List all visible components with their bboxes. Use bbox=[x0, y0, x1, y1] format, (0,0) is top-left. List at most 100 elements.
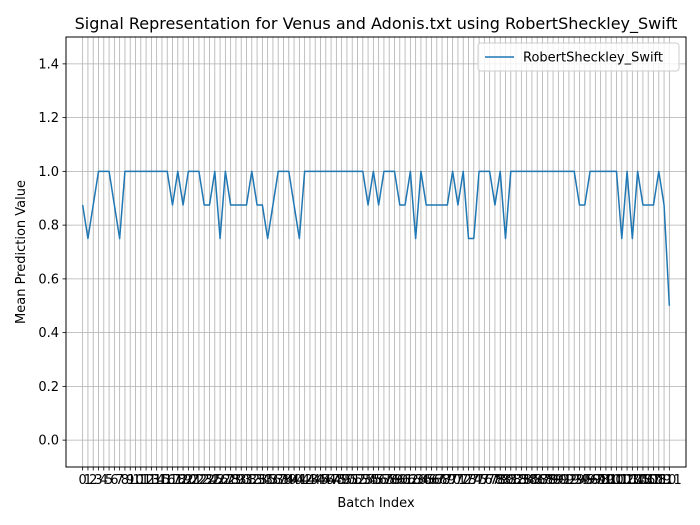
x-tick-label: 97 bbox=[587, 473, 604, 488]
y-tick-label: 0.4 bbox=[38, 326, 59, 341]
x-tick-label: 0 bbox=[79, 473, 87, 488]
x-tick-label: 93 bbox=[566, 473, 583, 488]
x-tick-label: 74 bbox=[466, 473, 483, 488]
x-tick-label: 73 bbox=[460, 473, 477, 488]
x-tick-label: 87 bbox=[534, 473, 551, 488]
x-tick-label: 6 bbox=[110, 473, 118, 488]
x-tick-label: 47 bbox=[323, 473, 340, 488]
x-tick-label: 99 bbox=[598, 473, 615, 488]
x-tick-label: 111 bbox=[657, 473, 682, 488]
x-tick-label: 110 bbox=[652, 473, 677, 488]
x-tick-label: 60 bbox=[392, 473, 409, 488]
legend: RobertSheckley_Swift bbox=[477, 42, 680, 72]
y-tick-label: 1.0 bbox=[38, 165, 59, 180]
x-tick-label: 109 bbox=[646, 473, 671, 488]
y-tick-label: 0.8 bbox=[38, 219, 59, 234]
x-tick-label: 13 bbox=[143, 473, 160, 488]
x-tick-label: 48 bbox=[328, 473, 345, 488]
x-tick-label: 28 bbox=[222, 473, 239, 488]
x-tick-label: 52 bbox=[349, 473, 366, 488]
x-tick-label: 41 bbox=[291, 473, 308, 488]
x-tick-label: 34 bbox=[254, 473, 271, 488]
x-tick-label: 102 bbox=[609, 473, 634, 488]
x-tick-label: 56 bbox=[370, 473, 387, 488]
y-tick-label: 1.2 bbox=[38, 111, 59, 126]
x-tick-label: 103 bbox=[615, 473, 640, 488]
series-line bbox=[81, 170, 671, 306]
x-tick-label: 11 bbox=[133, 473, 150, 488]
x-tick-label: 59 bbox=[386, 473, 403, 488]
x-tick-label: 79 bbox=[492, 473, 509, 488]
x-tick-label: 98 bbox=[592, 473, 609, 488]
legend-box bbox=[477, 42, 680, 72]
x-tick-label: 44 bbox=[307, 473, 324, 488]
x-tick-label: 25 bbox=[207, 473, 224, 488]
x-tick-label: 100 bbox=[599, 473, 624, 488]
x-tick-label: 76 bbox=[476, 473, 493, 488]
x-tick-label: 96 bbox=[582, 473, 599, 488]
y-axis-ticks: 0.0 0.2 0.4 0.6 0.8 1.0 1.2 1.4 bbox=[38, 57, 66, 449]
x-tick-label: 22 bbox=[191, 473, 208, 488]
x-tick-label: 39 bbox=[281, 473, 298, 488]
x-tick-label: 18 bbox=[170, 473, 187, 488]
x-tick-label: 65 bbox=[418, 473, 435, 488]
x-tick-label: 12 bbox=[138, 473, 155, 488]
x-tick-label: 35 bbox=[259, 473, 276, 488]
x-tick-label: 5 bbox=[105, 473, 113, 488]
x-tick-label: 9 bbox=[126, 473, 134, 488]
x-tick-label: 71 bbox=[450, 473, 467, 488]
x-tick-label: 53 bbox=[355, 473, 372, 488]
x-tick-label: 32 bbox=[244, 473, 261, 488]
x-tick-label: 84 bbox=[518, 473, 535, 488]
x-tick-label: 58 bbox=[381, 473, 398, 488]
chart-title: Signal Representation for Venus and Adon… bbox=[75, 14, 678, 34]
x-tick-label: 7 bbox=[116, 473, 124, 488]
x-tick-label: 51 bbox=[344, 473, 361, 488]
x-tick-label: 91 bbox=[555, 473, 572, 488]
x-tick-label: 67 bbox=[429, 473, 446, 488]
x-tick-label: 14 bbox=[148, 473, 165, 488]
x-tick-label: 29 bbox=[228, 473, 245, 488]
x-tick-label: 107 bbox=[636, 473, 661, 488]
x-tick-label: 4 bbox=[100, 473, 108, 488]
x-tick-label: 17 bbox=[164, 473, 181, 488]
x-tick-label: 24 bbox=[201, 473, 218, 488]
x-tick-label: 81 bbox=[503, 473, 520, 488]
x-tick-label: 64 bbox=[413, 473, 430, 488]
x-tick-label: 104 bbox=[620, 473, 645, 488]
x-tick-label: 85 bbox=[524, 473, 541, 488]
x-tick-label: 27 bbox=[217, 473, 234, 488]
x-tick-label: 50 bbox=[339, 473, 356, 488]
x-tick-label: 69 bbox=[439, 473, 456, 488]
x-tick-label: 10 bbox=[127, 473, 144, 488]
x-tick-label: 82 bbox=[508, 473, 525, 488]
x-tick-label: 2 bbox=[89, 473, 97, 488]
x-tick-label: 89 bbox=[545, 473, 562, 488]
x-tick-label: 106 bbox=[631, 473, 656, 488]
x-tick-label: 55 bbox=[365, 473, 382, 488]
x-tick-label: 43 bbox=[302, 473, 319, 488]
x-tick-label: 38 bbox=[275, 473, 292, 488]
x-tick-label: 37 bbox=[270, 473, 287, 488]
x-tick-label: 72 bbox=[455, 473, 472, 488]
x-tick-label: 95 bbox=[577, 473, 594, 488]
x-tick-label: 90 bbox=[550, 473, 567, 488]
x-tick-label: 1 bbox=[84, 473, 92, 488]
x-tick-label: 63 bbox=[407, 473, 424, 488]
x-axis-ticks: 0123456789101112131415161718192021222324… bbox=[79, 467, 682, 488]
x-tick-label: 78 bbox=[487, 473, 504, 488]
x-tick-label: 16 bbox=[159, 473, 176, 488]
x-tick-label: 8 bbox=[121, 473, 129, 488]
x-tick-label: 77 bbox=[481, 473, 498, 488]
x-tick-label: 45 bbox=[312, 473, 329, 488]
series-layer bbox=[81, 170, 671, 306]
x-tick-label: 30 bbox=[233, 473, 250, 488]
x-tick-label: 108 bbox=[641, 473, 666, 488]
x-tick-label: 101 bbox=[604, 473, 629, 488]
x-tick-label: 20 bbox=[180, 473, 197, 488]
x-tick-label: 49 bbox=[333, 473, 350, 488]
x-tick-label: 54 bbox=[360, 473, 377, 488]
